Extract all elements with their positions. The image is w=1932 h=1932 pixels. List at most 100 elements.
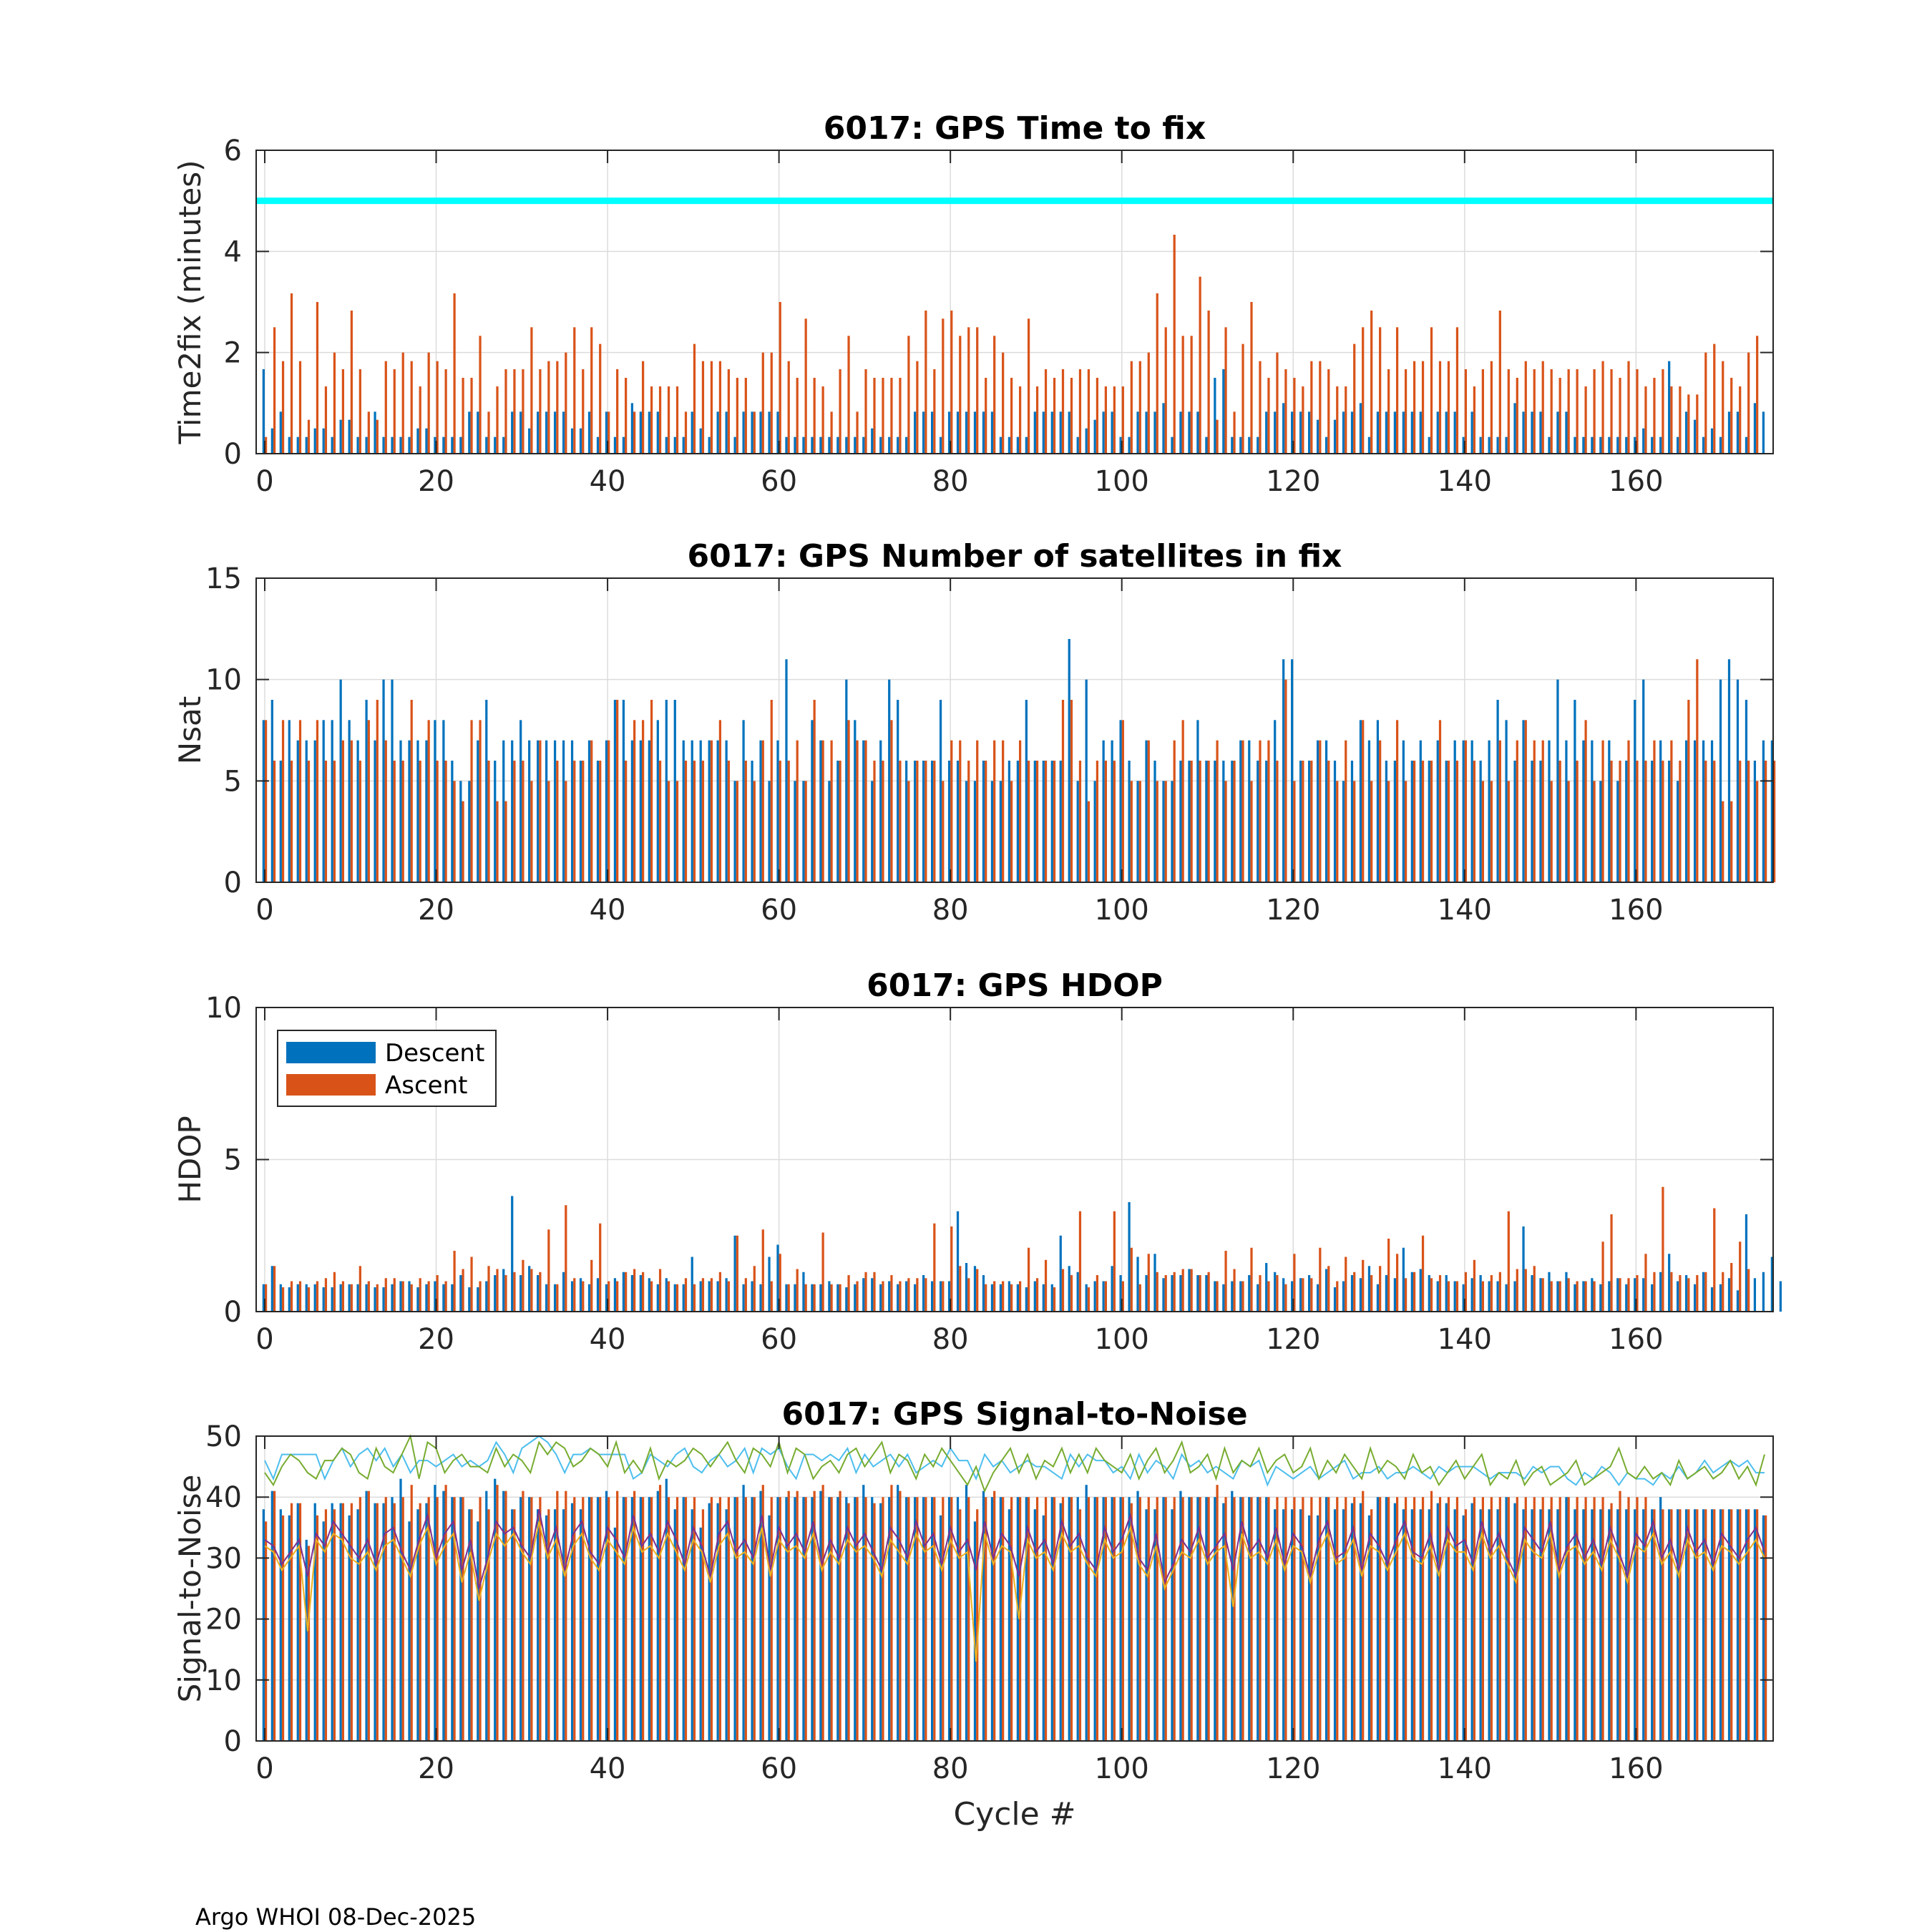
bar-ascent — [1370, 781, 1373, 882]
bar-ascent — [839, 1284, 841, 1312]
bar-ascent — [496, 1485, 499, 1741]
bar-ascent — [1413, 1272, 1416, 1312]
bar-ascent — [307, 1287, 311, 1312]
bar-descent — [1093, 1281, 1096, 1312]
bar-descent — [1445, 761, 1448, 882]
bar-ascent — [487, 411, 490, 454]
bar-descent — [1385, 761, 1388, 882]
bar-ascent — [667, 386, 670, 454]
bar-ascent — [1653, 378, 1656, 454]
bar-descent — [1719, 679, 1722, 882]
bar-descent — [1719, 1284, 1722, 1312]
bar-ascent — [401, 761, 404, 882]
bar-descent — [562, 1509, 565, 1741]
x-tick-label: 0 — [255, 894, 273, 927]
bar-ascent — [1387, 1239, 1390, 1312]
bar-ascent — [462, 801, 464, 882]
bar-descent — [1222, 1284, 1225, 1312]
bar-descent — [1008, 1509, 1011, 1741]
bar-descent — [742, 411, 745, 454]
bar-descent — [630, 1497, 634, 1741]
bar-descent — [699, 1527, 702, 1741]
bar-ascent — [779, 1497, 781, 1741]
bar-descent — [322, 1287, 325, 1312]
bar-ascent — [281, 361, 285, 454]
bar-descent — [1599, 781, 1602, 882]
bar-descent — [331, 1287, 333, 1312]
x-tick-label: 0 — [255, 1752, 273, 1785]
bar-ascent — [907, 1497, 910, 1741]
bar-ascent — [1473, 1259, 1476, 1312]
bar-descent — [374, 1503, 376, 1741]
bar-ascent — [324, 1278, 328, 1312]
bar-ascent — [565, 352, 567, 454]
bar-descent — [1248, 436, 1251, 454]
bar-descent — [1282, 403, 1285, 454]
bar-descent — [459, 1275, 462, 1312]
bar-ascent — [1121, 1281, 1124, 1312]
x-tick-label: 100 — [1095, 1323, 1149, 1356]
bar-descent — [1659, 1272, 1662, 1312]
bar-descent — [451, 1284, 454, 1312]
bar-descent — [1453, 1281, 1456, 1312]
bar-ascent — [1027, 761, 1030, 882]
x-tick-label: 60 — [761, 894, 797, 927]
bar-ascent — [1662, 1186, 1664, 1312]
bar-ascent — [462, 1269, 464, 1312]
bar-descent — [1634, 436, 1636, 454]
bar-ascent — [1490, 781, 1493, 882]
bar-descent — [1659, 740, 1662, 882]
bar-descent — [1050, 761, 1053, 882]
bar-descent — [1727, 1509, 1731, 1741]
bar-ascent — [950, 311, 953, 454]
bar-descent — [1556, 1509, 1559, 1741]
bar-descent — [1428, 761, 1430, 882]
bar-descent — [553, 1509, 557, 1741]
bar-descent — [519, 1275, 522, 1312]
bar-descent — [519, 411, 522, 454]
bar-descent — [1042, 761, 1045, 882]
bar-ascent — [1336, 386, 1339, 454]
bar-ascent — [1679, 1509, 1682, 1741]
bar-ascent — [633, 411, 636, 454]
bar-ascent — [273, 327, 276, 454]
bar-ascent — [427, 1497, 430, 1741]
bar-ascent — [1216, 419, 1219, 454]
bar-ascent — [1524, 361, 1527, 454]
bar-ascent — [976, 740, 979, 882]
bar-descent — [348, 720, 351, 882]
bar-ascent — [727, 1281, 730, 1312]
bar-descent — [879, 1503, 882, 1741]
bar-ascent — [1216, 740, 1219, 882]
bar-ascent — [684, 761, 688, 882]
bar-ascent — [899, 761, 902, 882]
bar-descent — [313, 428, 316, 454]
bar-descent — [1196, 1497, 1199, 1741]
bar-descent — [691, 1509, 693, 1741]
bar-ascent — [1096, 378, 1099, 454]
y-axis-label: Signal-to-Noise — [172, 1475, 208, 1703]
bar-ascent — [1601, 1497, 1604, 1741]
bar-descent — [1033, 1509, 1036, 1741]
bar-ascent — [933, 761, 936, 882]
bar-ascent — [839, 369, 841, 454]
bar-descent — [1196, 411, 1199, 454]
snr-panel: 0 20 40 60 80 100 120 140 160 0 10 20 30 40 50 6017: GP… — [172, 1396, 1774, 1833]
bar-ascent — [358, 369, 361, 454]
bar-ascent — [573, 327, 576, 454]
bar-descent — [305, 436, 308, 454]
bar-ascent — [1053, 1287, 1056, 1312]
bar-ascent — [727, 369, 730, 454]
bar-ascent — [324, 1509, 328, 1741]
bar-ascent — [307, 419, 311, 454]
bar-ascent — [1207, 311, 1210, 454]
bar-descent — [1093, 781, 1096, 882]
bar-descent — [1257, 761, 1259, 882]
bar-descent — [570, 1281, 574, 1312]
bar-ascent — [1353, 1272, 1356, 1312]
bar-ascent — [1584, 386, 1587, 454]
bar-descent — [1634, 1509, 1636, 1741]
bar-ascent — [1636, 761, 1639, 882]
bar-ascent — [1421, 361, 1425, 454]
bar-descent — [1470, 1278, 1473, 1312]
